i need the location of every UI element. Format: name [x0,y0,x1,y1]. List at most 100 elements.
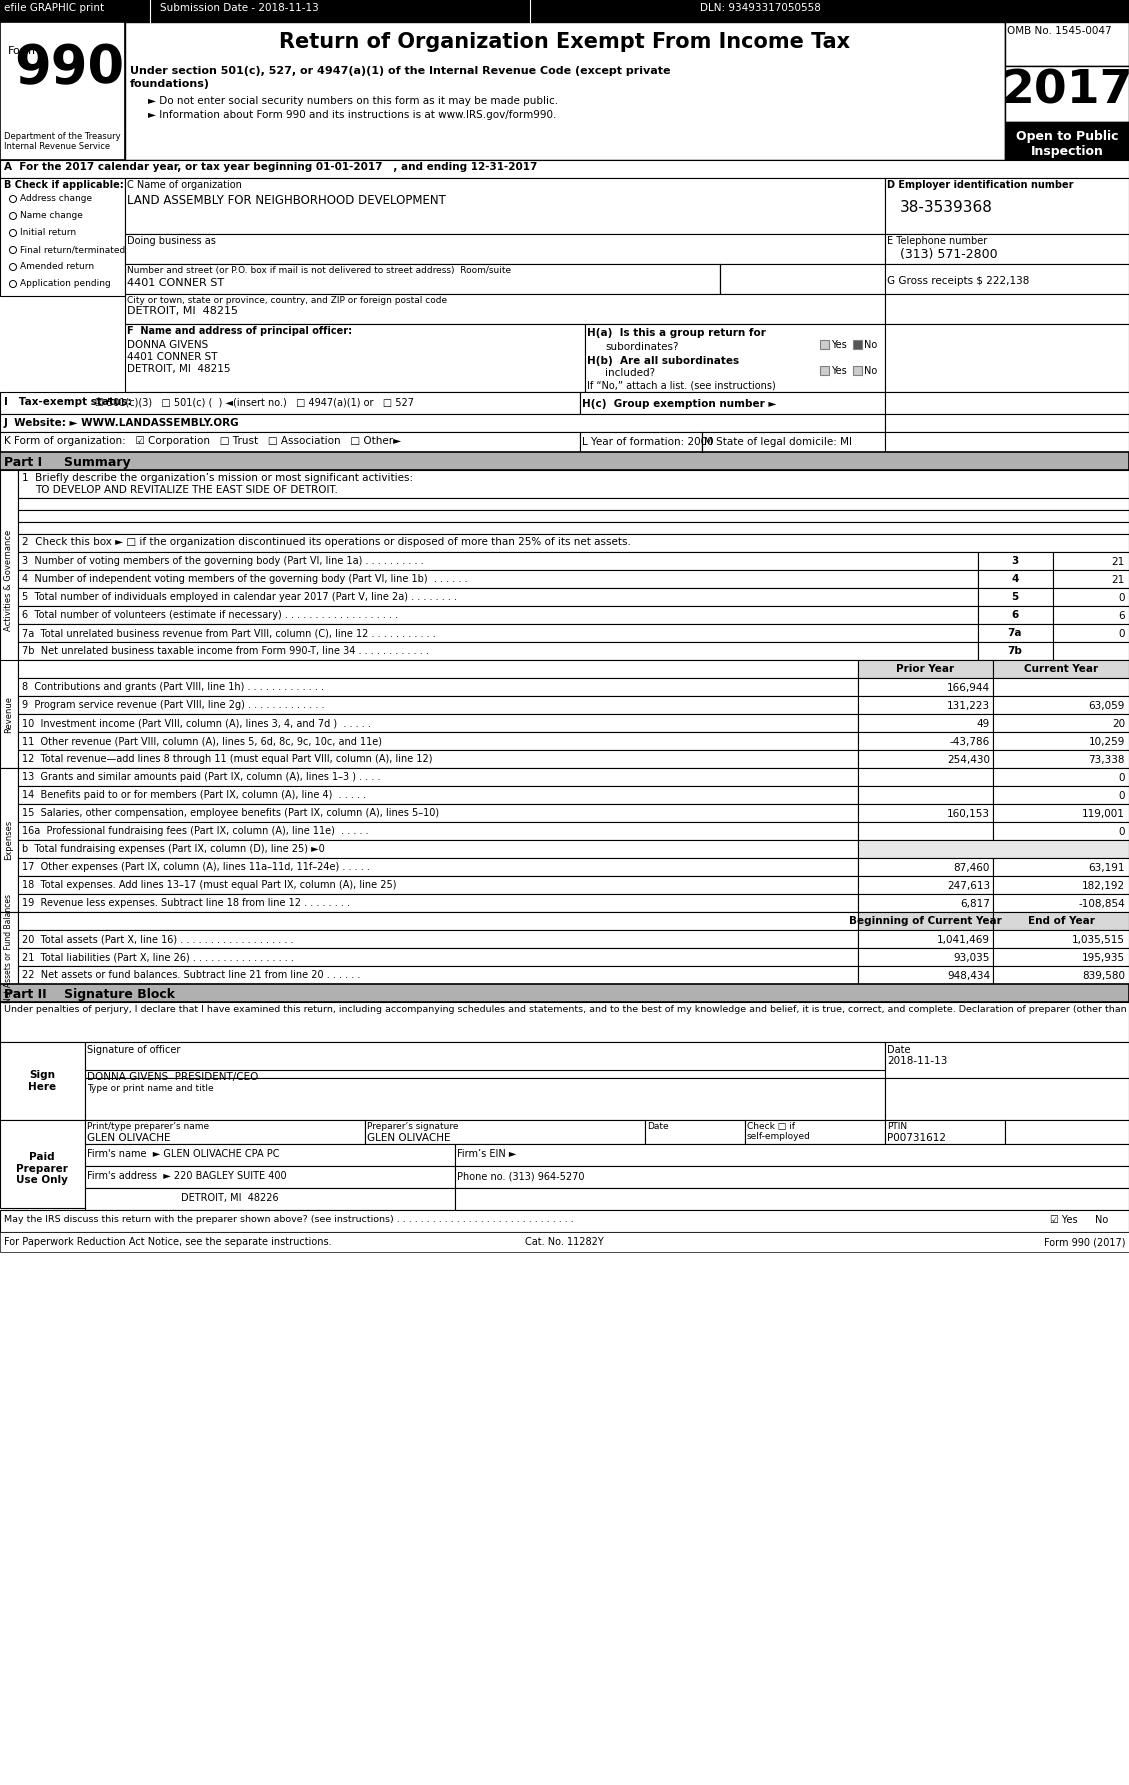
Text: Yes: Yes [831,366,847,377]
Text: 10  Investment income (Part VIII, column (A), lines 3, 4, and 7d )  . . . . .: 10 Investment income (Part VIII, column … [21,718,370,728]
Bar [125,178,885,234]
Bar [885,393,1129,414]
Text: 4401 CONNER ST: 4401 CONNER ST [126,352,218,362]
Text: 0: 0 [1119,773,1124,784]
Bar [18,569,978,587]
Bar [85,1078,885,1119]
Bar [885,432,1129,452]
Text: TO DEVELOP AND REVITALIZE THE EAST SIDE OF DETROIT.: TO DEVELOP AND REVITALIZE THE EAST SIDE … [35,486,338,494]
Text: J  Website: ► WWW.LANDASSEMBLY.ORG: J Website: ► WWW.LANDASSEMBLY.ORG [5,418,239,428]
Text: Firm's name  ► GLEN OLIVACHE CPA PC: Firm's name ► GLEN OLIVACHE CPA PC [87,1150,280,1158]
Bar [994,660,1129,678]
Text: Final return/terminated: Final return/terminated [20,245,125,253]
Bar [18,605,978,625]
Text: 119,001: 119,001 [1082,809,1124,819]
Bar [1005,66,1129,121]
Bar [645,1119,745,1144]
Text: 6  Total number of volunteers (estimate if necessary) . . . . . . . . . . . . . : 6 Total number of volunteers (estimate i… [21,610,399,619]
Text: Form: Form [8,46,36,55]
Bar [0,1042,85,1119]
Text: 9  Program service revenue (Part VIII, line 2g) . . . . . . . . . . . . .: 9 Program service revenue (Part VIII, li… [21,700,324,710]
Text: Initial return: Initial return [20,228,76,237]
Text: (313) 571-2800: (313) 571-2800 [900,248,998,261]
Text: 2018-11-13: 2018-11-13 [887,1057,947,1066]
Bar [125,234,885,264]
Text: 15  Salaries, other compensation, employee benefits (Part IX, column (A), lines : 15 Salaries, other compensation, employe… [21,809,439,818]
Bar [18,714,858,732]
Bar [858,678,994,696]
Text: -43,786: -43,786 [949,737,990,746]
Text: Open to Public
Inspection: Open to Public Inspection [1016,130,1118,159]
Bar [18,552,978,569]
Text: End of Year: End of Year [1027,916,1094,926]
Bar [858,768,994,785]
Text: 49: 49 [977,719,990,728]
Bar [1053,552,1129,569]
Text: If “No,” attach a list. (see instructions): If “No,” attach a list. (see instruction… [587,380,776,389]
Bar [720,264,885,295]
Text: 7b  Net unrelated business taxable income from Form 990-T, line 34 . . . . . . .: 7b Net unrelated business taxable income… [21,646,429,657]
Bar [580,432,702,452]
Bar [365,1119,645,1144]
Text: 93,035: 93,035 [954,953,990,962]
Bar [125,295,885,325]
Text: 73,338: 73,338 [1088,755,1124,766]
Text: DETROIT, MI  48226: DETROIT, MI 48226 [181,1192,279,1203]
Bar [455,1166,1129,1189]
Text: 11  Other revenue (Part VIII, column (A), lines 5, 6d, 8c, 9c, 10c, and 11e): 11 Other revenue (Part VIII, column (A),… [21,735,382,746]
Text: 3  Number of voting members of the governing body (Part VI, line 1a) . . . . . .: 3 Number of voting members of the govern… [21,555,423,566]
Text: G Gross receipts $ 222,138: G Gross receipts $ 222,138 [887,277,1030,286]
Text: 0: 0 [1119,593,1124,603]
Text: ☑ 501(c)(3)   □ 501(c) (  ) ◄(insert no.)   □ 4947(a)(1) or   □ 527: ☑ 501(c)(3) □ 501(c) ( ) ◄(insert no.) □… [95,396,414,407]
Bar [978,643,1053,660]
Bar [858,948,994,966]
Text: DETROIT, MI  48215: DETROIT, MI 48215 [126,305,238,316]
Bar [885,264,1129,295]
Text: 4401 CONNER ST: 4401 CONNER ST [126,278,225,287]
Text: 21  Total liabilities (Part X, line 26) . . . . . . . . . . . . . . . . .: 21 Total liabilities (Part X, line 26) .… [21,951,294,962]
Bar [858,841,1129,859]
Text: ► Do not enter social security numbers on this form as it may be made public.: ► Do not enter social security numbers o… [148,96,558,105]
Bar [18,768,858,785]
Bar [858,912,994,930]
Text: H(b)  Are all subordinates: H(b) Are all subordinates [587,355,739,366]
Text: foundations): foundations) [130,79,210,89]
Text: E Telephone number: E Telephone number [887,236,987,246]
Bar [585,325,885,393]
Text: Name change: Name change [20,211,82,220]
Text: For Paperwork Reduction Act Notice, see the separate instructions.: For Paperwork Reduction Act Notice, see … [5,1237,332,1248]
Text: 21: 21 [1112,575,1124,585]
Text: 6: 6 [1119,610,1124,621]
Bar [18,966,858,984]
Bar [0,161,1129,179]
Bar [0,0,1129,21]
Text: included?: included? [605,368,655,378]
Text: Paid
Preparer
Use Only: Paid Preparer Use Only [16,1151,68,1185]
Bar [885,295,1129,325]
Text: Address change: Address change [20,195,93,203]
Text: 4  Number of independent voting members of the governing body (Part VI, line 1b): 4 Number of independent voting members o… [21,575,467,584]
Bar [0,432,580,452]
Text: A  For the 2017 calendar year, or tax year beginning 01-01-2017   , and ending 1: A For the 2017 calendar year, or tax yea… [5,162,537,171]
Text: 38-3539368: 38-3539368 [900,200,992,214]
Bar [858,859,994,876]
Text: No: No [864,366,877,377]
Text: PTIN: PTIN [887,1123,907,1132]
Bar [580,393,885,414]
Text: 4: 4 [1012,575,1018,584]
Bar [745,1119,885,1144]
Text: Doing business as: Doing business as [126,236,216,246]
Text: Activities & Governance: Activities & Governance [5,530,14,630]
Bar [978,552,1053,569]
Bar [18,521,1129,534]
Text: Firm’s EIN ►: Firm’s EIN ► [457,1150,516,1158]
Text: Net Assets or Fund Balances: Net Assets or Fund Balances [5,894,14,1003]
Text: Under penalties of perjury, I declare that I have examined this return, includin: Under penalties of perjury, I declare th… [5,1005,1129,1014]
Bar [85,1042,885,1078]
Text: 6,817: 6,817 [960,900,990,909]
Bar [885,325,1129,393]
Bar [18,912,858,930]
Bar [978,569,1053,587]
Text: -108,854: -108,854 [1078,900,1124,909]
Text: 17  Other expenses (Part IX, column (A), lines 11a–11d, 11f–24e) . . . . .: 17 Other expenses (Part IX, column (A), … [21,862,370,873]
